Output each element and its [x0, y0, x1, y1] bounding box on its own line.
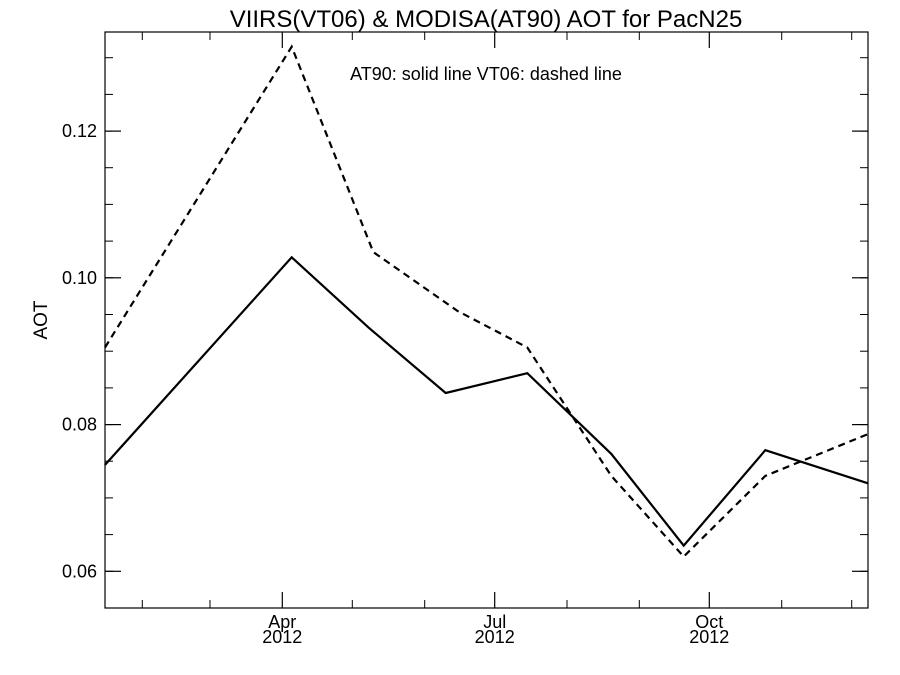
y-tick-label: 0.06 — [62, 561, 97, 581]
x-tick-month-label: Apr — [268, 612, 296, 632]
x-tick-year-label: 2012 — [689, 627, 729, 647]
series-line-at90 — [104, 255, 869, 548]
y-tick-label: 0.10 — [62, 268, 97, 288]
y-tick-label: 0.08 — [62, 415, 97, 435]
axis-ticks — [105, 32, 868, 609]
legend-annotation: AT90: solid line VT06: dashed line — [350, 64, 622, 84]
plot-frame — [104, 31, 869, 609]
series-lines — [104, 44, 869, 559]
x-tick-year-label: 2012 — [475, 627, 515, 647]
y-axis-label: AOT — [31, 300, 52, 339]
x-tick-month-label: Oct — [695, 612, 723, 632]
chart-title: VIIRS(VT06) & MODISA(AT90) AOT for PacN2… — [230, 6, 743, 33]
x-tick-month-label: Jul — [483, 612, 506, 632]
y-tick-label: 0.12 — [62, 121, 97, 141]
x-tick-year-label: 2012 — [262, 627, 302, 647]
series-line-vt06 — [104, 44, 869, 559]
